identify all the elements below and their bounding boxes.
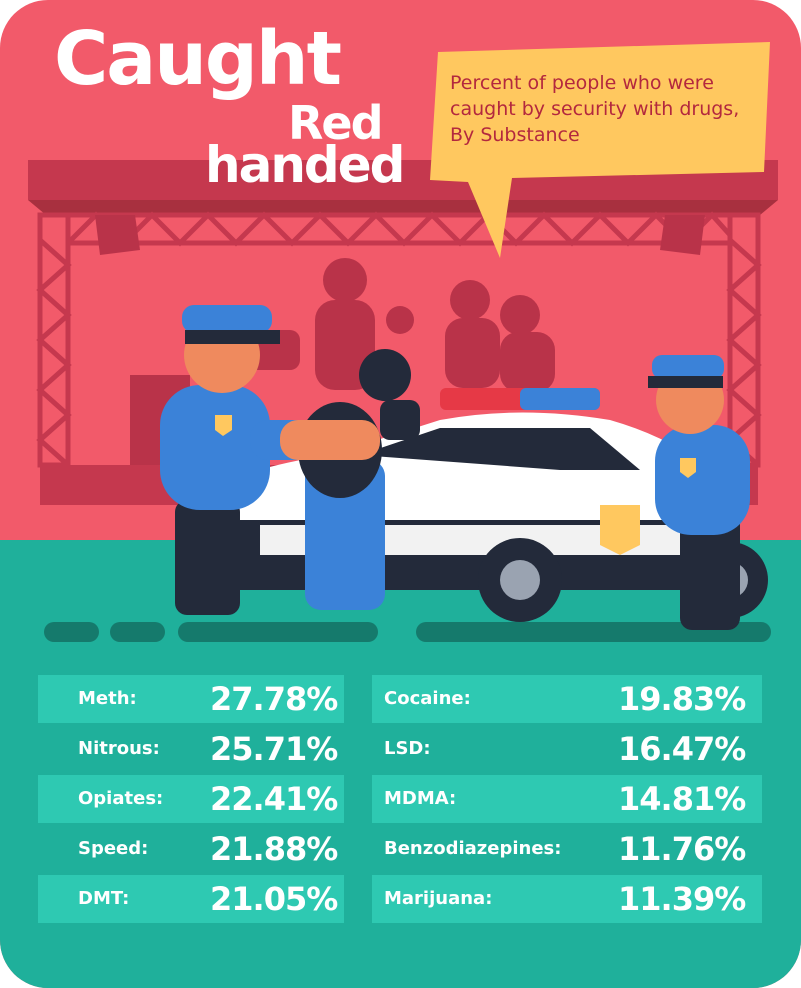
table-row: Speed: 21.88% xyxy=(38,825,344,873)
police-officer-right xyxy=(648,355,750,630)
table-row: Marijuana: 11.39% xyxy=(372,875,762,923)
substance-label: Marijuana: xyxy=(384,888,493,909)
left-truss xyxy=(36,212,72,468)
band-silhouette xyxy=(240,258,555,392)
substance-percent: 25.71% xyxy=(210,730,338,768)
substance-label: Nitrous: xyxy=(78,738,160,759)
top-truss xyxy=(65,211,733,247)
substance-percent: 16.47% xyxy=(618,730,746,768)
substance-percent: 27.78% xyxy=(210,680,338,718)
substance-label: Cocaine: xyxy=(384,688,471,709)
subtitle-callout: Percent of people who were caught by sec… xyxy=(450,72,740,146)
substance-label: Opiates: xyxy=(78,788,164,809)
callout-bubble xyxy=(430,42,770,258)
table-row: Opiates: 22.41% xyxy=(38,775,344,823)
table-row: LSD: 16.47% xyxy=(372,725,762,773)
substance-percent: 11.76% xyxy=(618,830,746,868)
substance-label: Meth: xyxy=(78,688,137,709)
substance-percent: 21.88% xyxy=(210,830,338,868)
left-speaker xyxy=(95,215,140,255)
right-truss xyxy=(726,212,762,468)
substance-percent: 22.41% xyxy=(210,780,338,818)
substance-label: Speed: xyxy=(78,838,149,859)
substance-label: LSD: xyxy=(384,738,431,759)
suspect-figure xyxy=(280,349,420,610)
substance-percent: 19.83% xyxy=(618,680,746,718)
substance-label: MDMA: xyxy=(384,788,457,809)
table-row: Benzodiazepines: 11.76% xyxy=(372,825,762,873)
title-line-1: Caught xyxy=(54,16,342,102)
substance-percent: 14.81% xyxy=(618,780,746,818)
table-row: DMT: 21.05% xyxy=(38,875,344,923)
table-row: Nitrous: 25.71% xyxy=(38,725,344,773)
table-row: MDMA: 14.81% xyxy=(372,775,762,823)
title-line-2: Red xyxy=(288,96,384,150)
substance-percent: 21.05% xyxy=(210,880,338,918)
title-line-3: handed xyxy=(205,136,405,194)
right-speaker xyxy=(660,215,705,255)
substance-label: DMT: xyxy=(78,888,130,909)
table-row: Cocaine: 19.83% xyxy=(372,675,762,723)
substance-percent: 11.39% xyxy=(618,880,746,918)
table-row: Meth: 27.78% xyxy=(38,675,344,723)
substance-label: Benzodiazepines: xyxy=(384,838,562,859)
